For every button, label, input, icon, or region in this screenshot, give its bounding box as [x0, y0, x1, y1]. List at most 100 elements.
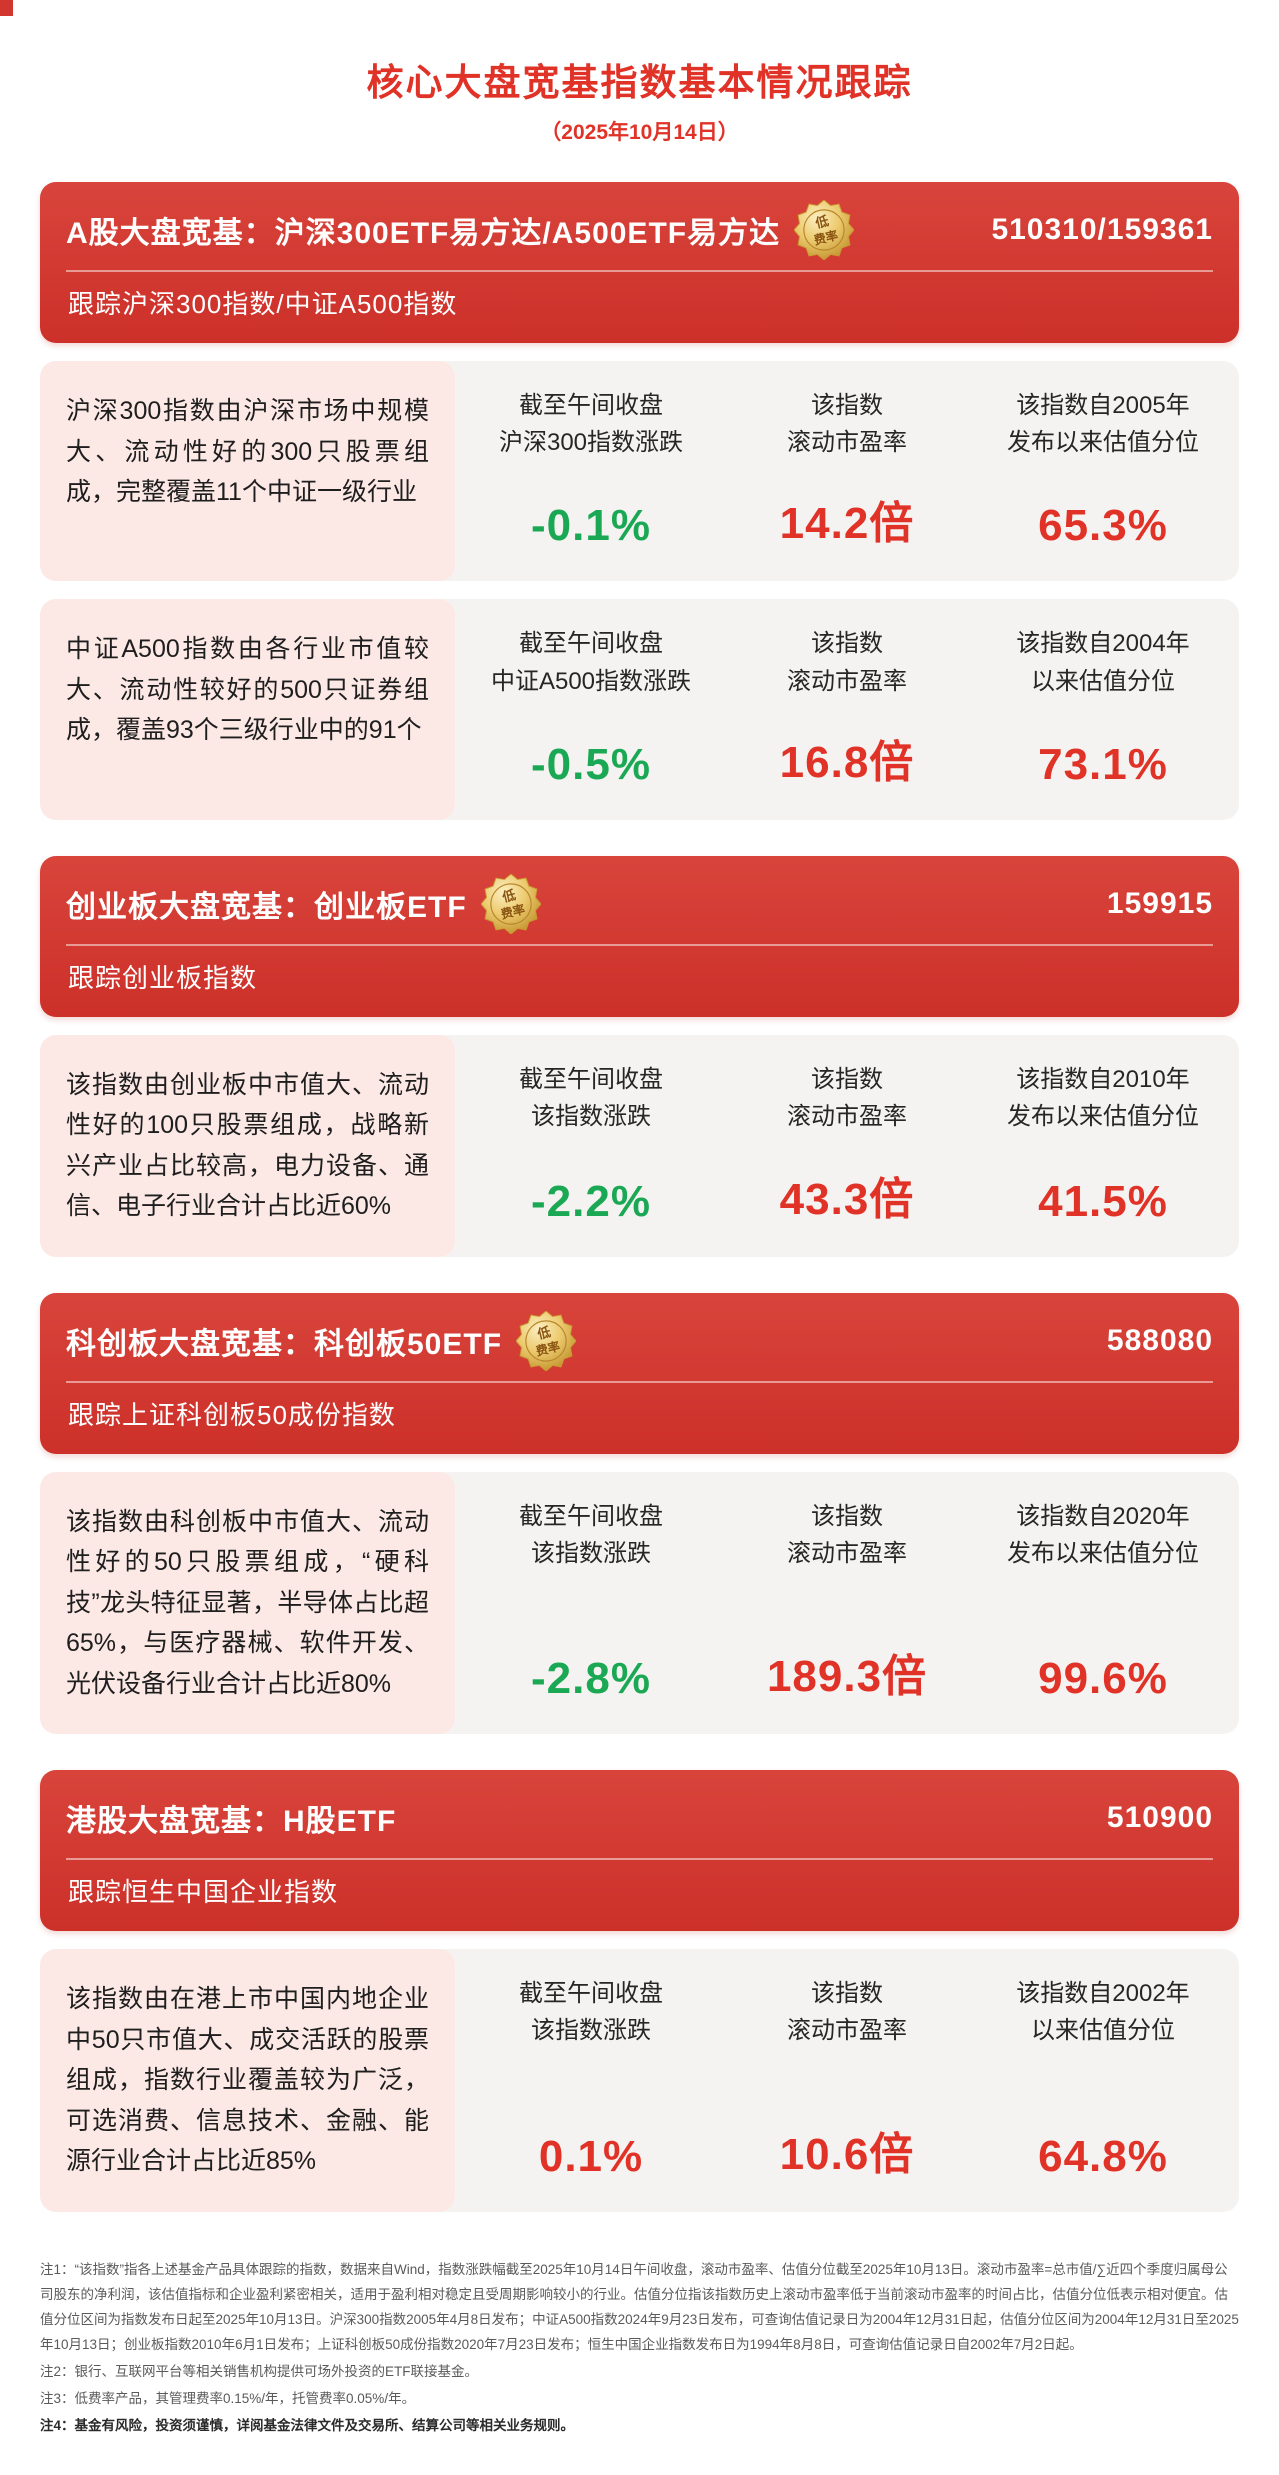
metric-label: 截至午间收盘 该指数涨跌	[519, 1980, 663, 2045]
badge-text-line1: 低	[499, 886, 517, 905]
fund-code: 510900	[1106, 1801, 1213, 1835]
metric-label: 该指数 滚动市盈率	[787, 1502, 907, 1567]
index-row: 该指数由创业板中市值大、流动性好的100只股票组成，战略新兴产业占比较高，电力设…	[40, 1034, 1239, 1257]
metric-index-change: 截至午间收盘 该指数涨跌 0.1%	[463, 1975, 719, 2182]
metric-label: 该指数 滚动市盈率	[787, 1980, 907, 2045]
card-star-market: 科创板大盘宽基：科创板50ETF 低 费率	[40, 1292, 1239, 1735]
metrics: 截至午间收盘 该指数涨跌 -2.8% 该指数 滚动市盈率 189.3倍 该指数自…	[455, 1472, 1239, 1735]
index-description: 中证A500指数由各行业市值较大、流动性较好的500只证券组成，覆盖93个三级行…	[40, 599, 455, 820]
metric-value: 64.8%	[1038, 2131, 1168, 2181]
metric-value: -2.8%	[531, 1654, 651, 1704]
footnotes: 注1：“该指数”指各上述基金产品具体跟踪的指数，数据来自Wind，指数涨跌幅截至…	[40, 2258, 1239, 2439]
badge-text-line2: 费率	[499, 901, 526, 921]
card-hk-share: 港股大盘宽基：H股ETF 510900 跟踪恒生中国企业指数 该指数由在港上市中…	[40, 1770, 1239, 2212]
metric-value: -2.2%	[531, 1176, 651, 1226]
card-header: 创业板大盘宽基：创业板ETF 低 费率	[40, 855, 1239, 1017]
metric-label: 该指数自2020年 发布以来估值分位	[1007, 1502, 1199, 1567]
metric-index-change: 截至午间收盘 该指数涨跌 -2.8%	[463, 1498, 719, 1705]
index-row: 沪深300指数由沪深市场中规模大、流动性好的300只股票组成，完整覆盖11个中证…	[40, 361, 1239, 582]
card-subheader: 跟踪沪深300指数/中证A500指数	[68, 289, 458, 319]
fund-code: 510310/159361	[991, 213, 1213, 246]
low-fee-badge-icon: 低 费率	[794, 200, 855, 260]
card-subheader: 跟踪上证科创板50成份指数	[68, 1399, 396, 1430]
metrics: 截至午间收盘 该指数涨跌 -2.2% 该指数 滚动市盈率 43.3倍 该指数自2…	[455, 1035, 1239, 1257]
corner-watermark	[0, 0, 13, 16]
fund-code: 588080	[1106, 1323, 1213, 1357]
fund-code: 159915	[1106, 886, 1213, 920]
metric-label: 截至午间收盘 该指数涨跌	[519, 1065, 663, 1130]
metric-index-change: 截至午间收盘 该指数涨跌 -2.2%	[463, 1061, 719, 1227]
index-description: 该指数由在港上市中国内地企业中50只市值大、成交活跃的股票组成，指数行业覆盖较为…	[40, 1949, 455, 2212]
metric-value: 14.2倍	[779, 499, 915, 549]
metric-valuation-percentile: 该指数自2010年 发布以来估值分位 41.5%	[975, 1061, 1231, 1227]
card-title: 科创板大盘宽基：科创板50ETF	[66, 1327, 503, 1361]
metric-label: 该指数自2004年 以来估值分位	[1016, 630, 1190, 695]
card-title: 港股大盘宽基：H股ETF	[66, 1805, 397, 1839]
page-title: 核心大盘宽基指数基本情况跟踪	[366, 62, 913, 103]
metric-label: 截至午间收盘 中证A500指数涨跌	[490, 630, 692, 695]
metric-label: 该指数自2010年 发布以来估值分位	[1007, 1065, 1199, 1130]
metric-value: -0.1%	[531, 501, 651, 551]
footnote-4: 注4：基金有风险，投资须谨慎，详阅基金法律文件及交易所、结算公司等相关业务规则。	[40, 2417, 575, 2433]
metric-valuation-percentile: 该指数自2020年 发布以来估值分位 99.6%	[975, 1498, 1231, 1705]
metric-value: 43.3倍	[779, 1174, 915, 1224]
metric-pe-ratio: 该指数 滚动市盈率 10.6倍	[719, 1975, 975, 2182]
badge-text-line2: 费率	[534, 1338, 561, 1358]
metric-index-change: 截至午间收盘 沪深300指数涨跌 -0.1%	[463, 387, 719, 551]
low-fee-badge-icon: 低 费率	[480, 873, 541, 934]
footnote-1: 注1：“该指数”指各上述基金产品具体跟踪的指数，数据来自Wind，指数涨跌幅截至…	[40, 2261, 1239, 2352]
metric-value: -0.5%	[531, 739, 651, 789]
index-row: 该指数由科创板中市值大、流动性好的50只股票组成，“硬科技”龙头特征显著，半导体…	[40, 1471, 1239, 1735]
metric-index-change: 截至午间收盘 中证A500指数涨跌 -0.5%	[463, 625, 719, 789]
card-title: A股大盘宽基：沪深300ETF易方达/A500ETF易方达	[66, 217, 781, 250]
metrics: 截至午间收盘 中证A500指数涨跌 -0.5% 该指数 滚动市盈率 16.8倍 …	[455, 599, 1239, 819]
badge-text-line2: 费率	[812, 227, 839, 247]
index-row: 中证A500指数由各行业市值较大、流动性较好的500只证券组成，覆盖93个三级行…	[40, 599, 1239, 820]
metric-pe-ratio: 该指数 滚动市盈率 189.3倍	[719, 1498, 975, 1705]
metric-value: 0.1%	[538, 2131, 644, 2181]
index-description: 该指数由科创板中市值大、流动性好的50只股票组成，“硬科技”龙头特征显著，半导体…	[40, 1471, 455, 1735]
metric-valuation-percentile: 该指数自2004年 以来估值分位 73.1%	[975, 625, 1231, 789]
metric-valuation-percentile: 该指数自2002年 以来估值分位 64.8%	[975, 1975, 1231, 2182]
card-header: A股大盘宽基：沪深300ETF易方达/A500ETF易方达 低 费率	[40, 182, 1239, 343]
metric-value: 41.5%	[1038, 1176, 1168, 1226]
metric-valuation-percentile: 该指数自2005年 发布以来估值分位 65.3%	[975, 387, 1231, 551]
divider	[66, 943, 1213, 946]
card-subheader: 跟踪恒生中国企业指数	[68, 1877, 339, 1908]
metric-label: 该指数 滚动市盈率	[787, 1065, 907, 1130]
metric-pe-ratio: 该指数 滚动市盈率 43.3倍	[719, 1061, 975, 1227]
metrics: 截至午间收盘 沪深300指数涨跌 -0.1% 该指数 滚动市盈率 14.2倍 该…	[455, 361, 1239, 581]
metric-label: 截至午间收盘 沪深300指数涨跌	[498, 392, 684, 457]
footnote-3: 注3：低费率产品，其管理费率0.15%/年，托管费率0.05%/年。	[40, 2390, 416, 2406]
footnote-2: 注2：银行、互联网平台等相关销售机构提供可场外投资的ETF联接基金。	[40, 2363, 479, 2379]
metric-value: 99.6%	[1038, 1654, 1168, 1704]
metric-label: 该指数自2002年 以来估值分位	[1016, 1980, 1190, 2045]
card-chinext: 创业板大盘宽基：创业板ETF 低 费率	[40, 855, 1239, 1257]
card-subheader: 跟踪创业板指数	[68, 962, 258, 993]
card-title: 创业板大盘宽基：创业板ETF	[66, 890, 467, 924]
metric-label: 截至午间收盘 该指数涨跌	[519, 1502, 663, 1567]
index-description: 沪深300指数由沪深市场中规模大、流动性好的300只股票组成，完整覆盖11个中证…	[40, 361, 455, 582]
metric-label: 该指数 滚动市盈率	[787, 392, 907, 457]
card-header: 港股大盘宽基：H股ETF 510900 跟踪恒生中国企业指数	[40, 1770, 1239, 1932]
metric-value: 73.1%	[1038, 739, 1168, 789]
index-row: 该指数由在港上市中国内地企业中50只市值大、成交活跃的股票组成，指数行业覆盖较为…	[40, 1949, 1239, 2212]
metric-value: 16.8倍	[779, 737, 915, 787]
badge-text-line1: 低	[813, 212, 831, 231]
badge-text-line1: 低	[535, 1323, 553, 1342]
card-a-share: A股大盘宽基：沪深300ETF易方达/A500ETF易方达 低 费率	[40, 182, 1239, 820]
index-description: 该指数由创业板中市值大、流动性好的100只股票组成，战略新兴产业占比较高，电力设…	[40, 1034, 455, 1257]
divider	[66, 1380, 1213, 1383]
page-subtitle: （2025年10月14日）	[540, 121, 739, 144]
metric-label: 该指数 滚动市盈率	[787, 630, 907, 695]
metrics: 截至午间收盘 该指数涨跌 0.1% 该指数 滚动市盈率 10.6倍 该指数自20…	[455, 1949, 1239, 2212]
divider	[66, 1858, 1213, 1861]
low-fee-badge-icon: 低 费率	[516, 1310, 577, 1371]
card-header: 科创板大盘宽基：科创板50ETF 低 费率	[40, 1292, 1239, 1454]
metric-value: 10.6倍	[779, 2129, 915, 2179]
metric-pe-ratio: 该指数 滚动市盈率 16.8倍	[719, 625, 975, 789]
metric-label: 该指数自2005年 发布以来估值分位	[1007, 392, 1199, 457]
divider	[66, 270, 1213, 272]
metric-value: 189.3倍	[766, 1652, 928, 1702]
